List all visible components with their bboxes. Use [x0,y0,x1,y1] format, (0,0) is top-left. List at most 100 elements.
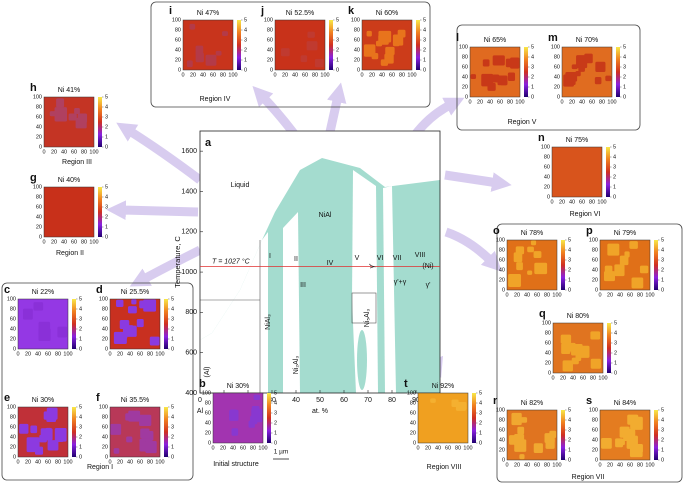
x-tick-label: 80 [399,72,405,78]
colorbar-tick-label: 0 [531,94,534,100]
phase-label: Ni₅Al₃ [364,309,371,328]
y-tick-label: 1400 [181,188,197,195]
colorbar-tick-label: 2 [105,214,108,220]
heatmap-frame [274,19,326,71]
microstructure-domain [565,71,578,82]
colorbar-tick-label: 2 [274,420,277,426]
axis-label: Temperature, C [173,236,182,288]
region-label: IV [327,260,334,267]
y-tick-label: 60 [175,37,181,43]
y-tick-label: 60 [592,427,598,433]
y-tick-label: 0 [595,457,598,463]
microstructure-domain [54,428,67,442]
region-label: I [269,253,271,260]
heatmap-frame [361,19,413,71]
x-tick-label: 60 [137,459,143,465]
y-tick-label: 40 [36,124,42,130]
x-tick-label: 80 [599,99,605,105]
x-tick-label: 40 [127,459,133,465]
y-tick-label: 80 [36,194,42,200]
x-tick-label: 0 [181,72,184,78]
region-caption: Region IV [200,96,231,103]
colorbar-tick-label: 4 [661,247,664,253]
x-tick-label: 100 [598,375,607,381]
y-tick-label: 100 [541,144,550,150]
x-tick-label: 40 [524,462,530,468]
x-tick-label: 0 [416,445,419,451]
y-tick-label: 0 [13,454,16,460]
x-tick-label: 100 [89,239,98,245]
colorbar-tick-label: 0 [568,457,571,463]
region-label: VIII [415,252,426,259]
x-tick-label: 40 [617,462,623,468]
microstructure-domain [231,428,239,436]
panel-letter: k [348,5,355,17]
colorbar-tick-label: 2 [105,124,108,130]
colorbar-tick-label: 4 [531,54,534,60]
colorbar [654,240,658,290]
x-tick-label: 100 [258,445,267,451]
colorbar-tick-label: 0 [171,346,174,352]
x-tick-label: 100 [320,72,329,78]
microstructure-domain [19,423,29,434]
microstructure-domain [516,262,523,271]
heatmap-frame [17,406,69,458]
y-tick-label: 0 [178,67,181,73]
panel-letter: i [169,5,172,17]
y-tick-label: 80 [102,414,108,420]
microstructure-domain [215,50,222,56]
x-tick-label: 40 [35,351,41,357]
y-tick-label: 40 [592,437,598,443]
y-tick-label: 100 [172,17,181,23]
y-tick-label: 100 [589,407,598,413]
colorbar-tick-label: 5 [244,17,247,23]
microstructure-domain [280,48,290,57]
colorbar-tick-label: 4 [105,104,108,110]
y-tick-label: 0 [270,67,273,73]
x-tick-label: 100 [155,351,164,357]
colorbar-tick-label: 0 [423,67,426,73]
colorbar-tick-label: 2 [79,434,82,440]
y-tick-label: 0 [208,440,211,446]
colorbar-tick-label: 1 [423,57,426,63]
heatmap [552,147,602,197]
y-tick-label: 20 [462,84,468,90]
colorbar-tick-label: 1 [614,360,617,366]
x-tick-label: 100 [63,459,72,465]
region-label: V [355,255,360,262]
y-tick-label: 20 [499,447,505,453]
y-tick-label: 100 [33,94,42,100]
y-tick-label: 40 [267,47,273,53]
panel-letter: a [205,137,212,149]
phase-region [200,232,268,393]
heatmap-frame [43,186,95,238]
x-tick-label: 80 [590,375,596,381]
panel-title: Ni 80% [567,313,590,320]
x-tick-label: 60 [210,72,216,78]
x-tick-label: 100 [645,462,654,468]
y-tick-label: 80 [10,414,16,420]
colorbar [98,97,102,147]
microstructure-domain [530,240,537,246]
microstructure-domain [40,428,53,441]
x-tick-label: 80 [455,445,461,451]
colorbar-tick-label: 5 [568,407,571,413]
panel-letter: r [493,395,498,407]
y-tick-label: 60 [354,37,360,43]
colorbar-tick-label: 5 [79,404,82,410]
y-tick-label: 20 [36,134,42,140]
x-tick-label: 100 [645,292,654,298]
colorbar-tick-label: 2 [531,74,534,80]
colorbar-tick-label: 3 [423,37,426,43]
colorbar-tick-label: 5 [171,296,174,302]
microstructure-domain [127,306,137,314]
heatmap-frame [552,322,604,374]
y-tick-label: 80 [544,154,550,160]
x-tick-label: 0 [551,375,554,381]
colorbar [654,410,658,460]
